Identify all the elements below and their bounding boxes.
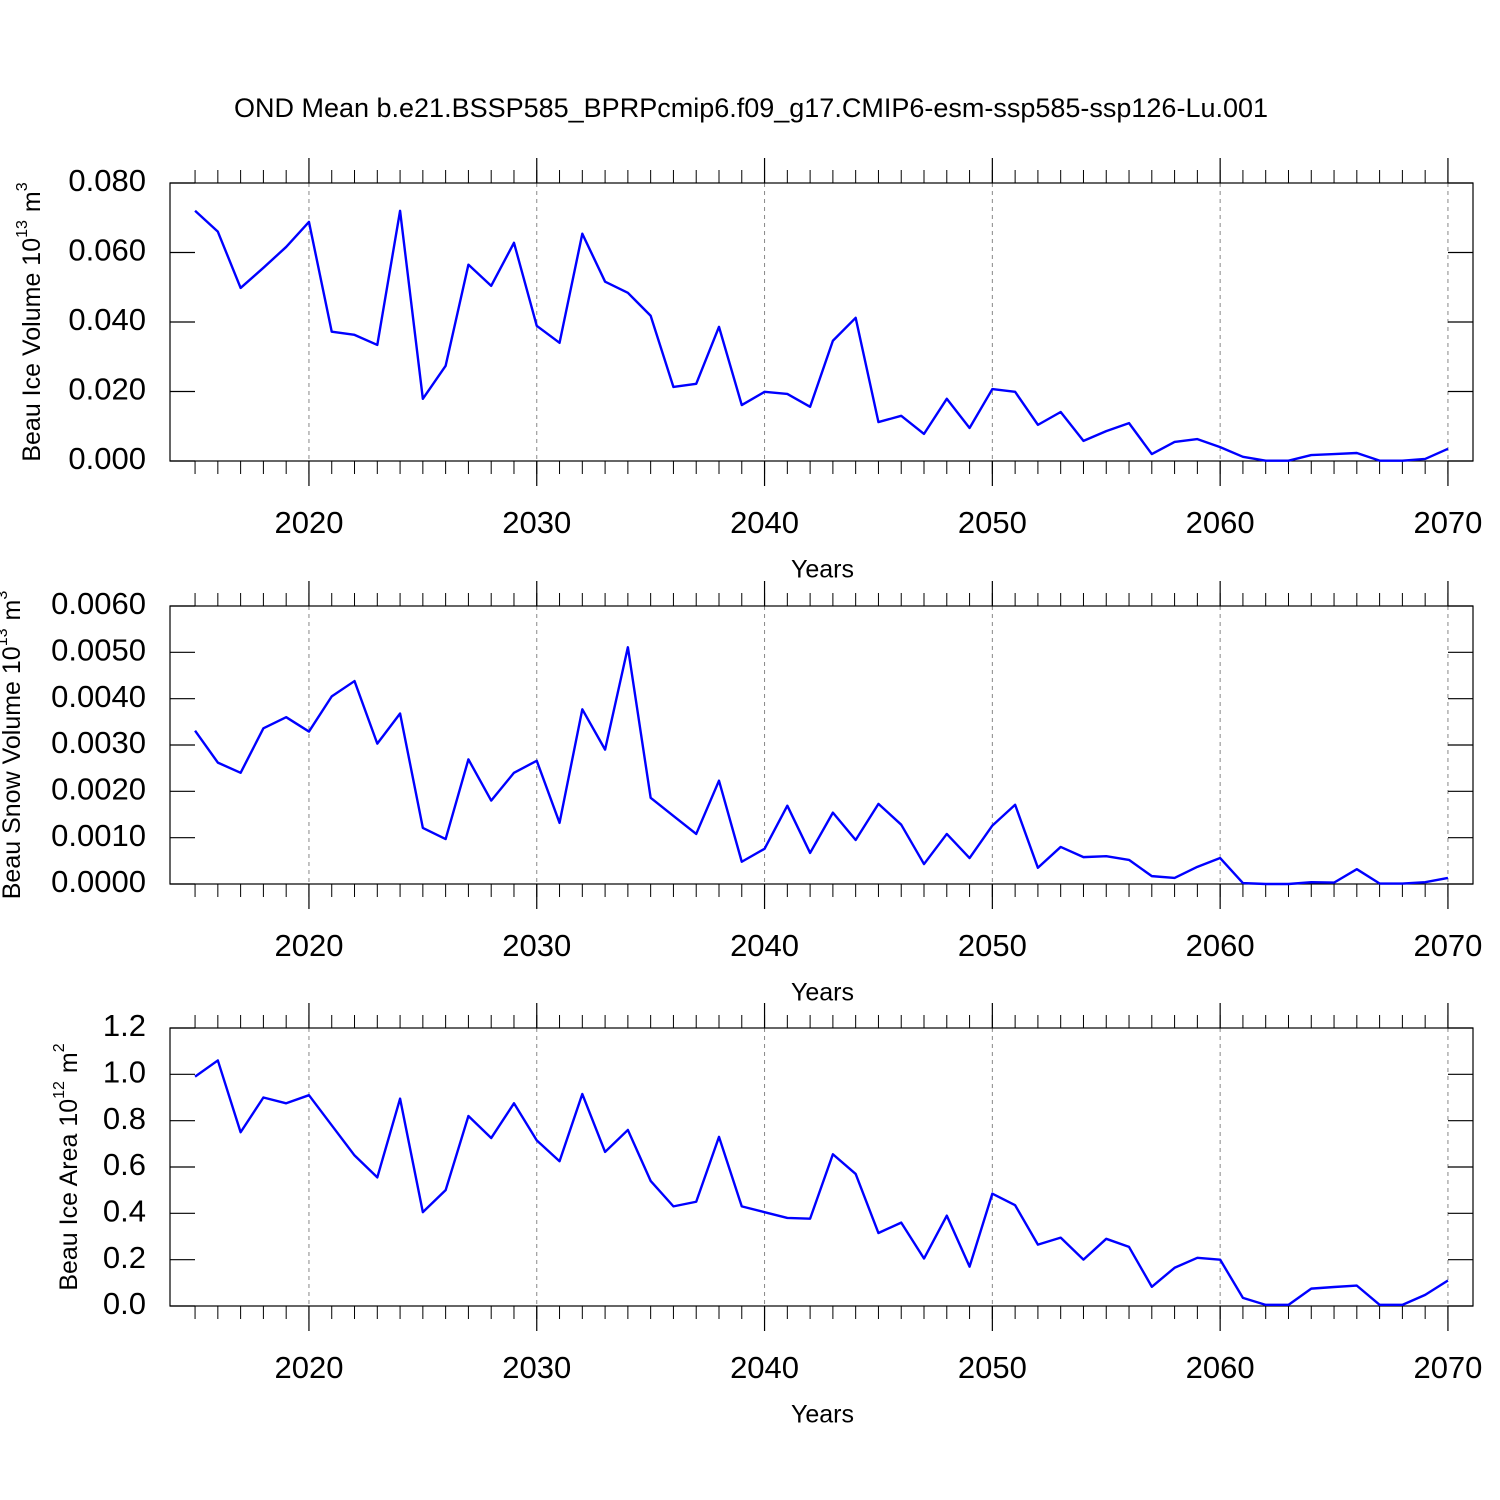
y-tick-label: 0.8 (103, 1101, 146, 1136)
y-axis-label-part: 3 (14, 182, 31, 191)
y-axis-label: Beau Ice Area 1012 m2 (51, 1043, 82, 1290)
y-tick-label: 0.040 (68, 302, 146, 337)
x-axis-label: Years (791, 556, 854, 584)
y-axis-label-part: 12 (51, 1081, 68, 1099)
y-tick-label: 1.2 (103, 1008, 146, 1043)
y-axis-label-part: m (55, 1052, 83, 1073)
y-tick-label: 0.060 (68, 233, 146, 268)
x-tick-label: 2060 (1186, 505, 1255, 540)
y-axis-label-part: 13 (0, 628, 11, 646)
y-axis-label-part: m (18, 191, 46, 212)
panel: 2020 2030 2040 2050 2060 2070 0.0000 0.0010 0.00… (0, 581, 1482, 1007)
x-tick-label: 2020 (274, 1350, 343, 1385)
y-tick-label: 0.0000 (51, 864, 146, 899)
x-tick-label: 2070 (1413, 1350, 1482, 1385)
y-axis-label: Beau Ice Volume 1013 m3 (14, 182, 45, 461)
data-line (194, 209, 1449, 462)
y-tick-label: 0.0050 (51, 633, 146, 668)
x-tick-label: 2070 (1413, 505, 1482, 540)
y-tick-label: 0.0 (103, 1286, 146, 1321)
y-tick-label: 0.0030 (51, 725, 146, 760)
y-tick-label: 0.000 (68, 441, 146, 476)
y-axis-label-part: 3 (0, 591, 11, 600)
y-tick-label: 0.020 (68, 372, 146, 407)
panel: 2020 2030 2040 2050 2060 2070 0.0 0.2 0.4 0.6 0.8 1… (51, 1003, 1482, 1429)
y-tick-label: 0.0020 (51, 772, 146, 807)
y-tick-label: 1.0 (103, 1055, 146, 1090)
x-tick-label: 2030 (502, 505, 571, 540)
x-tick-label: 2050 (958, 928, 1027, 963)
data-line (194, 1059, 1449, 1307)
x-tick-label: 2030 (502, 1350, 571, 1385)
x-tick-label: 2030 (502, 928, 571, 963)
x-tick-label: 2060 (1186, 1350, 1255, 1385)
x-tick-label: 2040 (730, 928, 799, 963)
chart-title: OND Mean b.e21.BSSP585_BPRPcmip6.f09_g17… (234, 93, 1268, 123)
x-tick-label: 2020 (274, 928, 343, 963)
x-axis-label: Years (791, 1401, 854, 1429)
y-tick-label: 0.080 (68, 163, 146, 198)
y-axis-label-part: 2 (51, 1043, 68, 1052)
y-tick-label: 0.0040 (51, 679, 146, 714)
plot-frame (169, 1027, 1474, 1307)
panel: 2020 2030 2040 2050 2060 2070 0.000 0.020 0.040 0… (14, 158, 1482, 584)
y-tick-label: 0.6 (103, 1147, 146, 1182)
x-axis-label: Years (791, 979, 854, 1007)
plot-frame (169, 182, 1474, 462)
x-tick-label: 2040 (730, 505, 799, 540)
y-axis-label-part: Beau Ice Volume 10 (18, 238, 46, 462)
x-tick-label: 2020 (274, 505, 343, 540)
x-tick-label: 2050 (958, 505, 1027, 540)
y-tick-label: 0.4 (103, 1194, 146, 1229)
x-tick-label: 2070 (1413, 928, 1482, 963)
y-tick-label: 0.0060 (51, 586, 146, 621)
data-line (194, 646, 1449, 886)
x-tick-label: 2060 (1186, 928, 1255, 963)
y-tick-label: 0.0010 (51, 818, 146, 853)
x-tick-label: 2040 (730, 1350, 799, 1385)
x-tick-label: 2050 (958, 1350, 1027, 1385)
plot-frame (169, 605, 1474, 885)
y-axis-label-part: Beau Ice Area 10 (55, 1099, 83, 1291)
y-axis-label: Beau Snow Volume 1013 m3 (0, 591, 26, 900)
y-axis-label-part: m (0, 600, 26, 621)
y-axis-label-part: Beau Snow Volume 10 (0, 646, 26, 899)
y-axis-label-part: 13 (14, 220, 31, 238)
y-tick-label: 0.2 (103, 1240, 146, 1275)
